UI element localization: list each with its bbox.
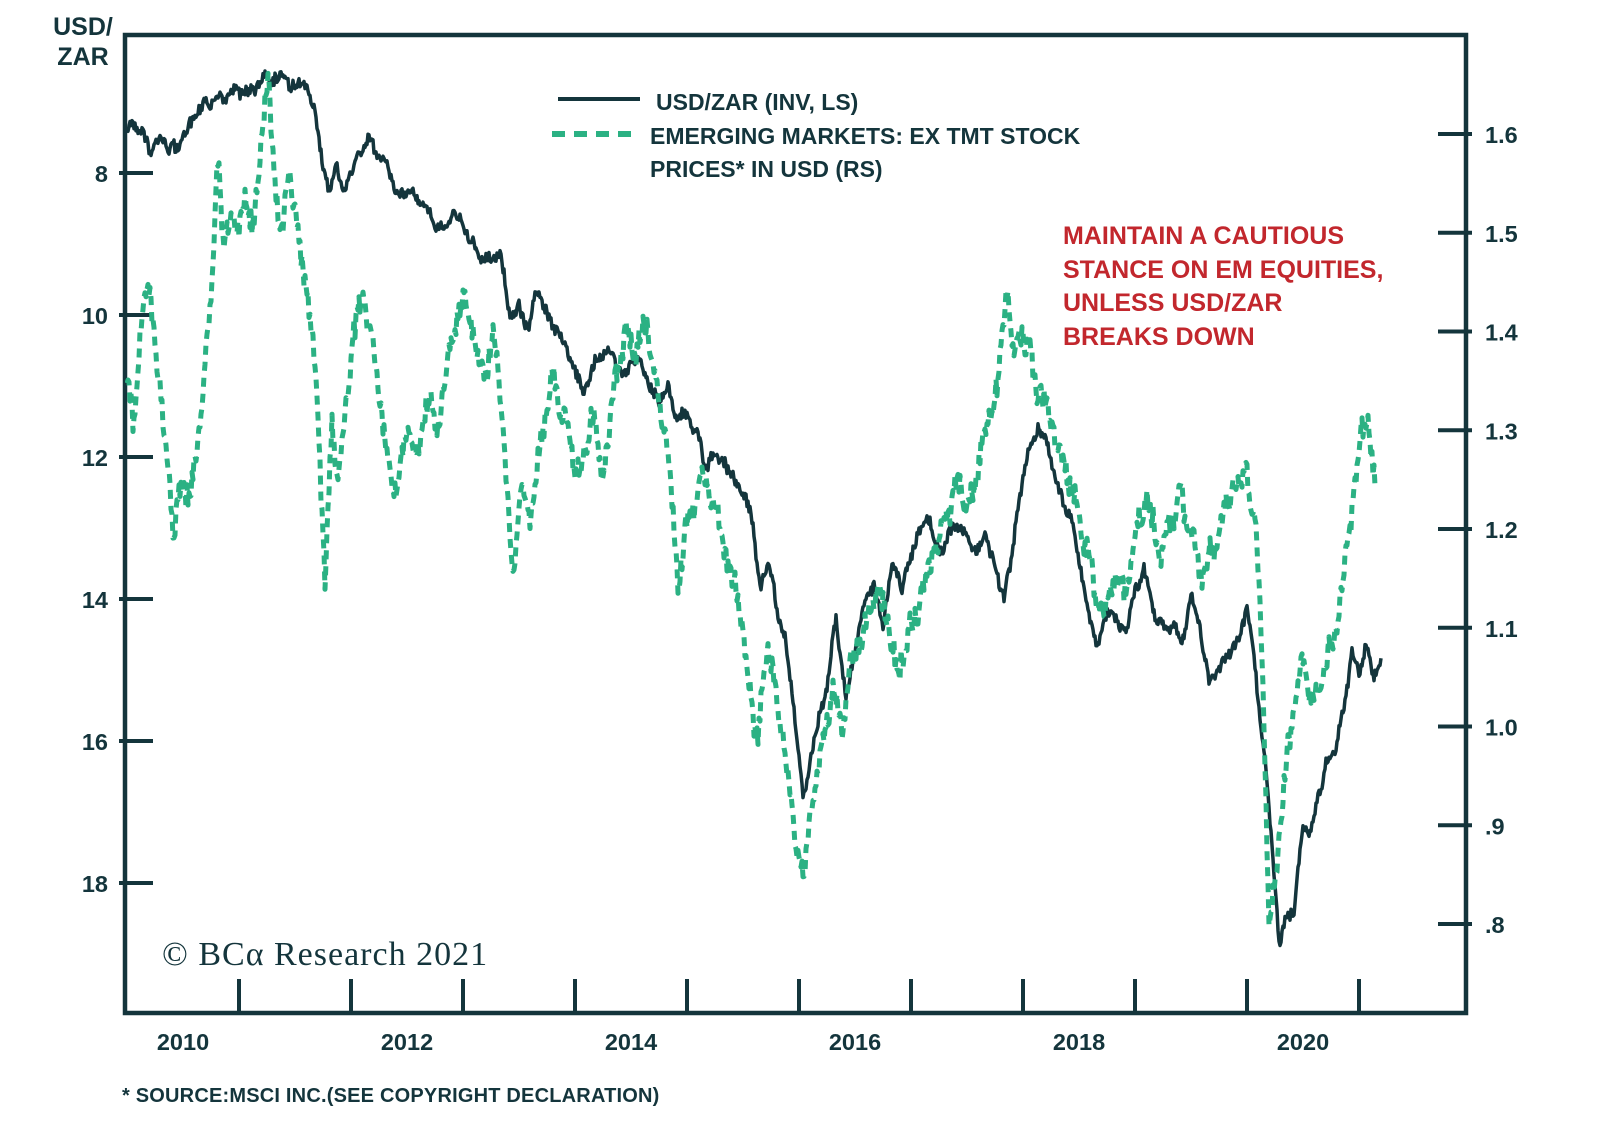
right-axis-tick-label: 1.1 <box>1485 616 1518 642</box>
left-axis-tick-label: 14 <box>82 587 108 613</box>
x-axis-year-label: 2014 <box>605 1029 657 1055</box>
left-axis-tick-label: 8 <box>95 161 108 187</box>
left-axis-tick-label: 10 <box>82 303 108 329</box>
right-axis-tick-label: 1.2 <box>1485 517 1518 543</box>
left-axis-tick-label: 16 <box>82 729 108 755</box>
right-axis-tick-label: 1.6 <box>1485 122 1518 148</box>
legend-label-em-stocks: EMERGING MARKETS: EX TMT STOCK PRICES* I… <box>650 123 1081 182</box>
x-axis-year-label: 2018 <box>1053 1029 1105 1055</box>
right-axis-tick-label: 1.4 <box>1485 320 1518 346</box>
copyright-watermark: © BCα Research 2021 <box>162 936 489 973</box>
x-axis-year-label: 2010 <box>157 1029 209 1055</box>
right-axis-tick-label: 1.3 <box>1485 418 1518 444</box>
left-axis-tick-label: 18 <box>82 871 108 897</box>
x-axis-year-label: 2016 <box>829 1029 881 1055</box>
left-axis-tick-label: 12 <box>82 445 108 471</box>
right-axis-tick-label: .9 <box>1485 813 1505 839</box>
x-axis-year-label: 2020 <box>1277 1029 1329 1055</box>
source-footnote: * SOURCE:MSCI INC.(SEE COPYRIGHT DECLARA… <box>122 1085 660 1107</box>
legend-dashed-line-swatch <box>552 131 634 137</box>
plot-frame <box>122 32 1469 1016</box>
right-axis-tick-label: 1.5 <box>1485 221 1518 247</box>
legend-label-usdzar: USD/ZAR (INV, LS) <box>656 89 859 115</box>
annotation-text: MAINTAIN A CAUTIOUS STANCE ON EM EQUITIE… <box>1063 222 1384 351</box>
right-axis-tick-label: .8 <box>1485 912 1505 938</box>
em-stocks-line <box>125 70 1378 929</box>
x-axis-year-label: 2012 <box>381 1029 433 1055</box>
right-axis-tick-label: 1.0 <box>1485 715 1518 741</box>
legend-item-usdzar: USD/ZAR (INV, LS) <box>558 86 858 119</box>
legend-item-em-stocks: EMERGING MARKETS: EX TMT STOCK PRICES* I… <box>552 120 1080 186</box>
usdzar-line <box>125 69 1383 948</box>
legend-solid-line-swatch <box>558 97 640 101</box>
left-axis-title: USD/ ZAR <box>53 13 113 71</box>
